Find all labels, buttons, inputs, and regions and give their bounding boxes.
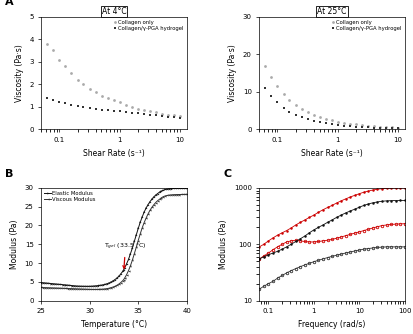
Viscous Modulus (68, 287, 73, 291)
Y-axis label: Viscosity (Pa·s): Viscosity (Pa·s) (228, 44, 237, 102)
Y-axis label: Modulus (Pa): Modulus (Pa) (219, 219, 228, 269)
Elastic Modulus (39, 281, 44, 285)
Elastic Modulus (89, 284, 94, 288)
Viscous Modulus (89, 287, 94, 291)
Elastic Modulus (68, 283, 73, 287)
Elastic Modulus (101, 283, 106, 287)
Elastic Modulus (91, 284, 96, 288)
Text: T$_{gel}$ (33.5 °C): T$_{gel}$ (33.5 °C) (104, 242, 147, 268)
Viscous Modulus (121, 278, 126, 282)
Text: C: C (223, 169, 231, 179)
Viscous Modulus (101, 287, 106, 291)
Y-axis label: Modulus (Pa): Modulus (Pa) (10, 219, 19, 269)
Legend: Elastic Modulus, Viscous Modulus: Elastic Modulus, Viscous Modulus (44, 191, 96, 203)
Line: Viscous Modulus: Viscous Modulus (40, 193, 188, 291)
X-axis label: Frequency (rad/s): Frequency (rad/s) (298, 320, 366, 329)
Title: At 25°C: At 25°C (317, 7, 347, 16)
Text: A: A (5, 0, 14, 7)
X-axis label: Shear Rate (s⁻¹): Shear Rate (s⁻¹) (301, 149, 363, 158)
Elastic Modulus (105, 282, 110, 286)
X-axis label: Temperature (°C): Temperature (°C) (81, 320, 147, 329)
Viscous Modulus (87, 287, 92, 291)
Title: At 4°C: At 4°C (102, 7, 126, 16)
Legend: Collagen only, Collagen/γ-PGA hydrogel: Collagen only, Collagen/γ-PGA hydrogel (331, 19, 402, 31)
Elastic Modulus (121, 268, 126, 272)
Text: B: B (5, 169, 13, 179)
Viscous Modulus (91, 288, 96, 292)
X-axis label: Shear Rate (s⁻¹): Shear Rate (s⁻¹) (83, 149, 145, 158)
Elastic Modulus (85, 284, 90, 288)
Y-axis label: Viscosity (Pa·s): Viscosity (Pa·s) (14, 44, 24, 102)
Viscous Modulus (39, 286, 44, 290)
Legend: Collagen only, Collagen/γ-PGA hydrogel: Collagen only, Collagen/γ-PGA hydrogel (113, 19, 184, 31)
Viscous Modulus (184, 192, 189, 196)
Line: Elastic Modulus: Elastic Modulus (40, 187, 188, 287)
Viscous Modulus (105, 287, 110, 291)
Elastic Modulus (184, 186, 189, 190)
